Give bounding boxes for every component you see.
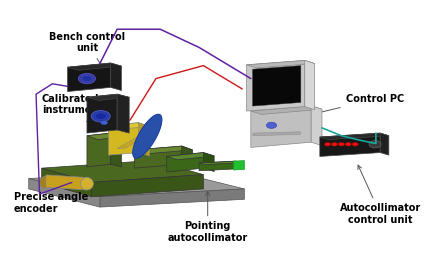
Polygon shape [311,106,322,146]
Polygon shape [182,146,193,167]
Polygon shape [117,128,160,149]
Polygon shape [246,60,305,111]
Circle shape [345,143,351,146]
Ellipse shape [39,176,52,189]
Polygon shape [380,133,389,155]
Polygon shape [117,94,129,133]
Polygon shape [100,189,244,207]
Circle shape [78,73,96,84]
Polygon shape [246,60,315,68]
Polygon shape [109,123,149,129]
Polygon shape [132,114,162,158]
Polygon shape [134,146,193,154]
Polygon shape [87,94,117,133]
Polygon shape [199,161,236,171]
Polygon shape [42,160,204,182]
Polygon shape [87,94,129,100]
Polygon shape [167,153,214,160]
Text: Autocollimator
control unit: Autocollimator control unit [339,165,421,225]
Circle shape [95,113,107,120]
Text: Pointing
autocollimator: Pointing autocollimator [168,192,248,243]
Polygon shape [199,161,241,164]
Circle shape [352,143,358,146]
Polygon shape [46,175,87,190]
Text: Control PC: Control PC [302,94,404,118]
Polygon shape [29,171,244,197]
Polygon shape [320,133,389,140]
Polygon shape [134,146,182,168]
Polygon shape [320,133,380,156]
Polygon shape [29,179,100,207]
Circle shape [338,143,344,146]
Polygon shape [251,106,311,147]
Polygon shape [139,123,149,156]
Polygon shape [68,63,111,92]
Polygon shape [252,66,301,106]
Circle shape [369,141,381,148]
Text: Calibrated
instrument: Calibrated instrument [42,94,103,123]
Polygon shape [111,63,121,91]
Circle shape [91,110,110,122]
Circle shape [82,75,92,82]
Polygon shape [251,106,322,114]
Polygon shape [91,175,204,197]
Polygon shape [68,63,121,70]
Polygon shape [87,133,121,140]
Polygon shape [305,60,315,110]
Polygon shape [233,161,244,170]
Text: Precise angle
encoder: Precise angle encoder [13,178,88,214]
Polygon shape [253,132,301,136]
Ellipse shape [81,177,94,190]
Polygon shape [167,153,204,172]
Polygon shape [87,133,111,167]
Circle shape [266,122,277,128]
Polygon shape [42,168,91,197]
Text: Bench control
unit: Bench control unit [49,32,125,70]
Circle shape [325,143,331,146]
Circle shape [332,143,337,146]
Polygon shape [111,133,121,167]
Circle shape [101,121,108,125]
Polygon shape [204,153,214,171]
Polygon shape [109,123,139,155]
